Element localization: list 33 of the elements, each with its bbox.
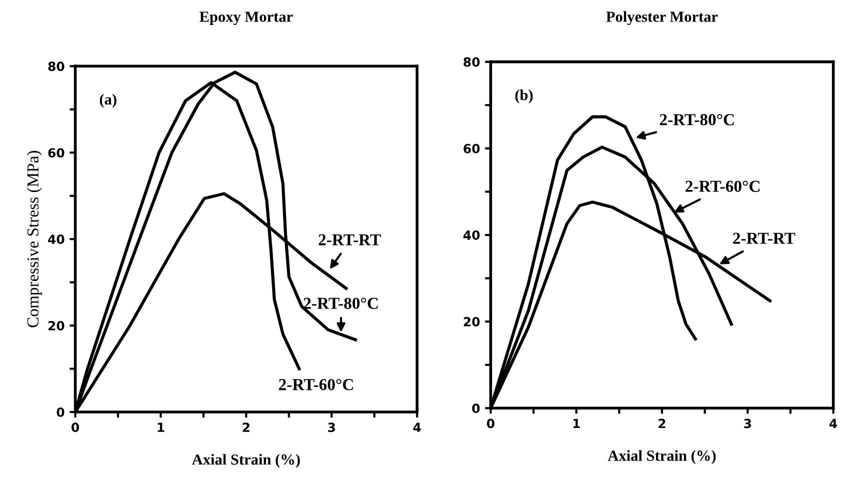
x-tick-label: 4	[413, 422, 421, 432]
chart-title: Epoxy Mortar	[200, 12, 293, 26]
annotation: 2-RT-80°C	[304, 298, 378, 309]
x-tick-label: 3	[744, 418, 752, 428]
x-axis-title: Axial Strain (%)	[608, 450, 716, 464]
annotation: 2-RT-60°C	[279, 378, 353, 390]
y-tick-label: 40	[463, 230, 480, 240]
y-tick-label: 80	[48, 62, 64, 72]
chart-title: Polyester Mortar	[606, 11, 718, 26]
annotation: (b)	[515, 90, 533, 104]
x-tick-label: 0	[486, 418, 494, 428]
annotation: (a)	[100, 94, 116, 108]
annotation: 2-RT-60°C	[686, 180, 760, 192]
annotation: 2-RT-80°C	[660, 114, 734, 126]
y-tick-label: 20	[464, 317, 480, 326]
y-tick-label: 20	[48, 321, 64, 330]
x-tick-label: 4	[830, 418, 838, 428]
annotation: 2-RT-RT	[733, 232, 796, 244]
y-axis-title: Compressive Stress (MPa)	[26, 150, 42, 328]
x-tick-label: 2	[242, 422, 250, 432]
y-tick-label: 80	[464, 57, 480, 67]
x-tick-label: 3	[328, 422, 335, 432]
x-axis-title: Axial Strain (%)	[192, 454, 300, 468]
y-tick-label: 60	[464, 144, 480, 154]
x-tick-label: 1	[573, 418, 580, 428]
x-tick-label: 0	[72, 422, 80, 432]
y-tick-label: 0	[472, 404, 480, 414]
y-tick-label: 60	[48, 148, 64, 158]
x-tick-label: 1	[158, 422, 164, 432]
y-tick-label: 0	[56, 407, 64, 417]
y-tick-label: 40	[48, 234, 64, 244]
annotation: 2-RT-RT	[318, 234, 381, 246]
x-tick-label: 2	[658, 418, 666, 428]
